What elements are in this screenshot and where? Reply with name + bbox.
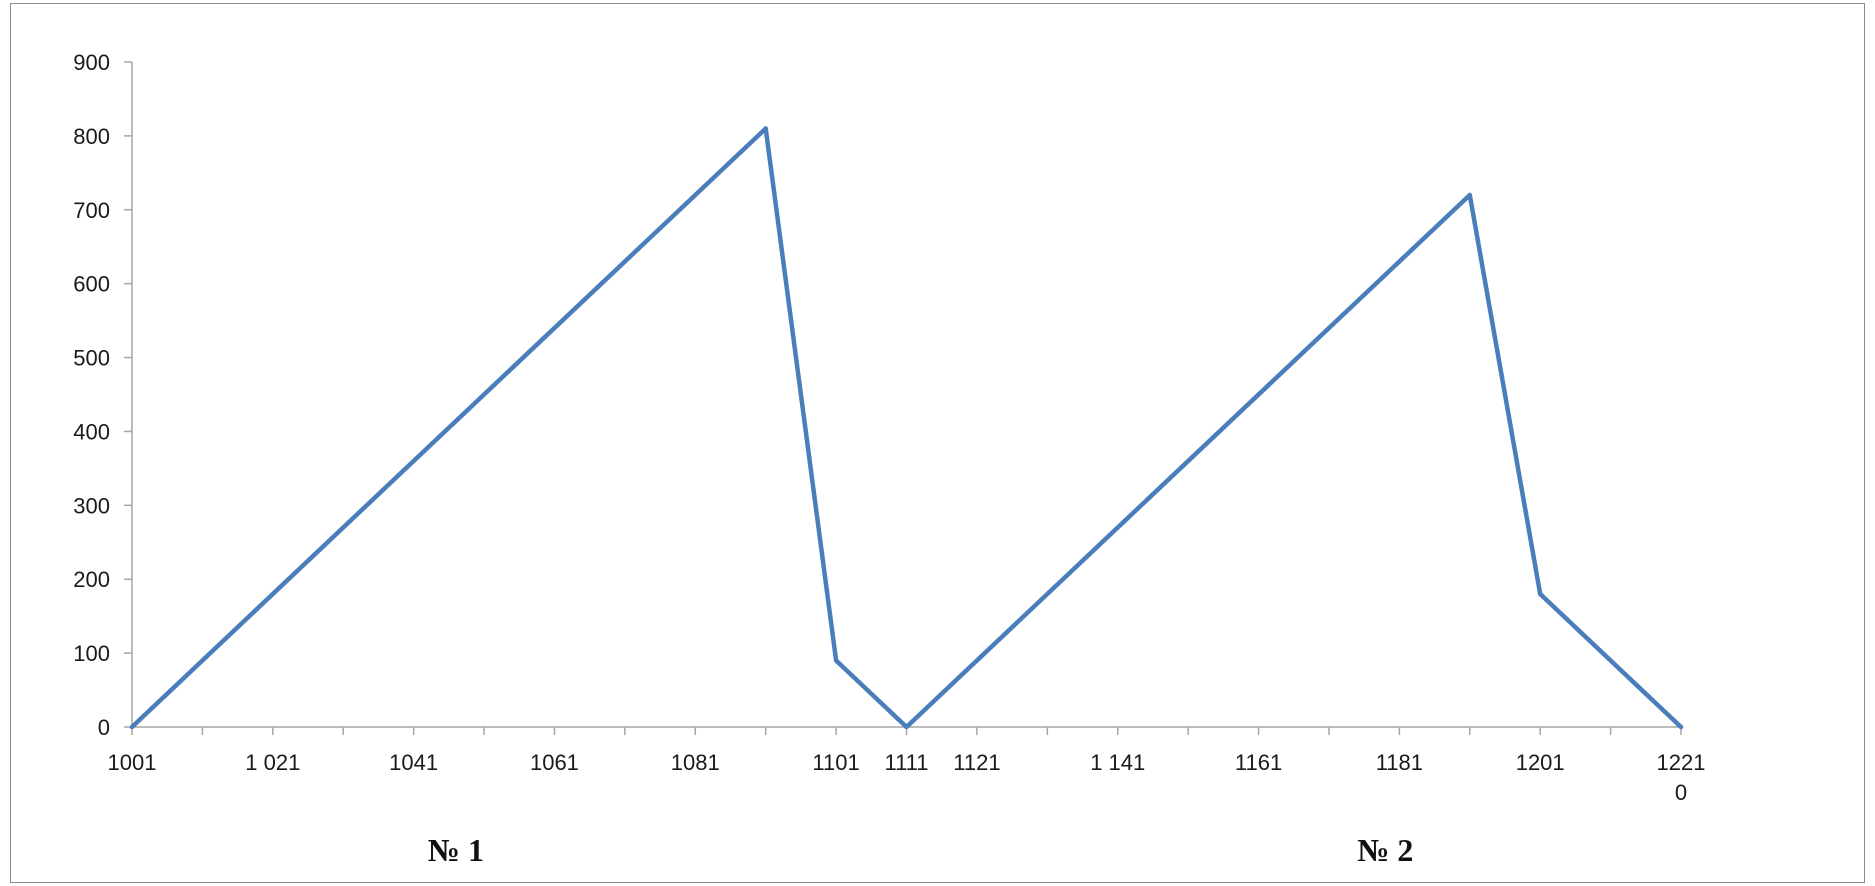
data-point — [1537, 591, 1543, 597]
x-tick-label: 1181 — [1376, 750, 1423, 775]
group-annotation: № 2 — [1357, 832, 1414, 868]
series-group — [129, 126, 1684, 730]
y-tick-label: 500 — [73, 346, 110, 371]
x-tick-label: 1041 — [389, 750, 438, 775]
x-tick-label: 1201 — [1516, 750, 1565, 775]
y-tick-label: 400 — [73, 419, 110, 444]
data-point — [904, 724, 909, 730]
y-tick-label: 100 — [73, 641, 110, 666]
y-tick-label: 900 — [73, 50, 110, 75]
y-tick-label: 200 — [73, 567, 110, 592]
data-point — [833, 658, 839, 663]
data-point — [1678, 724, 1684, 730]
x-tick-label: 1 141 — [1090, 750, 1145, 775]
x-tick-label: 1 021 — [245, 750, 300, 775]
x-tick-label: 1221 — [1657, 750, 1706, 775]
x-tick-label: 1111 — [884, 750, 928, 775]
x-tick-label: 1101 — [812, 750, 859, 775]
chart-frame — [10, 3, 1865, 883]
group-annotation: № 1 — [427, 832, 484, 868]
y-axis-ticks: 0 100 200 300 400 500 600 700 800 900 — [73, 50, 132, 740]
y-tick-label: 0 — [98, 715, 110, 740]
series-line — [129, 126, 1684, 730]
y-tick-label: 300 — [73, 493, 110, 518]
y-tick-label: 800 — [73, 124, 110, 149]
y-tick-label: 700 — [73, 198, 110, 223]
x-tick-label: 1161 — [1235, 750, 1282, 775]
x-tick-label: 1061 — [530, 750, 579, 775]
x-tick-label: 1121 — [953, 750, 1000, 775]
data-point — [1467, 192, 1472, 198]
y-tick-label: 600 — [73, 272, 110, 297]
x-tick-label: 1081 — [671, 750, 720, 775]
x-tick-label-line2: 0 — [1675, 780, 1687, 805]
data-point — [763, 126, 768, 131]
x-tick-label: 1001 — [108, 750, 157, 775]
data-point — [129, 724, 135, 730]
x-axis-ticks: 1001 1 021 1041 1061 1081 1101 1111 1121 1 141 11… — [108, 727, 1706, 805]
axes — [131, 62, 1681, 728]
